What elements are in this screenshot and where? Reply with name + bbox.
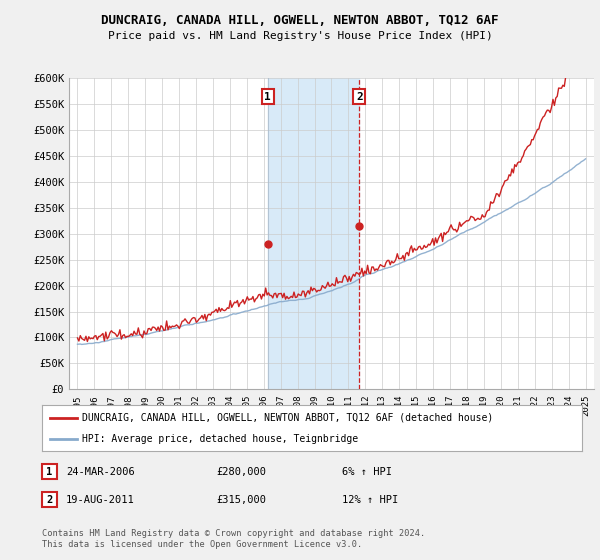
Text: 6% ↑ HPI: 6% ↑ HPI	[342, 466, 392, 477]
Text: 19-AUG-2011: 19-AUG-2011	[66, 494, 135, 505]
Text: £315,000: £315,000	[216, 494, 266, 505]
Text: Price paid vs. HM Land Registry's House Price Index (HPI): Price paid vs. HM Land Registry's House …	[107, 31, 493, 41]
Text: 2: 2	[46, 494, 53, 505]
Text: 1: 1	[264, 91, 271, 101]
Text: Contains HM Land Registry data © Crown copyright and database right 2024.
This d: Contains HM Land Registry data © Crown c…	[42, 529, 425, 549]
Text: 12% ↑ HPI: 12% ↑ HPI	[342, 494, 398, 505]
Text: 24-MAR-2006: 24-MAR-2006	[66, 466, 135, 477]
Bar	[268, 78, 359, 389]
Text: DUNCRAIG, CANADA HILL, OGWELL, NEWTON ABBOT, TQ12 6AF (detached house): DUNCRAIG, CANADA HILL, OGWELL, NEWTON AB…	[83, 413, 494, 423]
Text: 2: 2	[356, 91, 362, 101]
Text: HPI: Average price, detached house, Teignbridge: HPI: Average price, detached house, Teig…	[83, 435, 359, 444]
Text: 1: 1	[46, 466, 53, 477]
Text: £280,000: £280,000	[216, 466, 266, 477]
Text: DUNCRAIG, CANADA HILL, OGWELL, NEWTON ABBOT, TQ12 6AF: DUNCRAIG, CANADA HILL, OGWELL, NEWTON AB…	[101, 14, 499, 27]
